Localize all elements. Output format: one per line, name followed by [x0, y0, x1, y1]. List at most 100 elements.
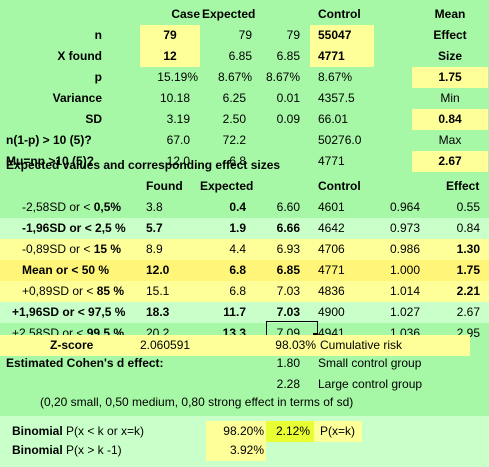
header-row: Case Expected Control Mean: [0, 4, 489, 25]
row-label: -0,89SD or < 15 %: [22, 242, 122, 256]
binomial-label-2: Binomial P(x > k -1): [12, 443, 122, 457]
var-expected: 6.25: [222, 91, 246, 105]
th-control: Control: [318, 179, 361, 193]
var-expected2: 0.01: [276, 91, 300, 105]
row-ratio: 0.973: [389, 221, 420, 235]
row-label: -1,96SD or < 2,5 %: [22, 221, 126, 235]
row-d: 7.03: [276, 284, 300, 298]
n-control[interactable]: 55047: [310, 25, 374, 46]
row-label: Mean or < 50 %: [22, 263, 110, 277]
row-label: -2,58SD or < 0,5%: [22, 200, 122, 214]
min-value: 0.84: [412, 109, 488, 130]
max-label: Max: [438, 133, 462, 147]
label-mu: Mu=np >10 (5)?: [6, 154, 95, 168]
x-case[interactable]: 12: [140, 46, 200, 67]
sd-case: 3.19: [166, 112, 190, 126]
table-row: -1,96SD or < 2,5 % 5.7 1.9 6.66 4642 0.9…: [0, 218, 489, 239]
n1p-control: 50276.0: [318, 133, 362, 147]
row-expected: 1.9: [229, 221, 246, 235]
th-found: Found: [146, 179, 183, 193]
sd-expected: 2.50: [222, 112, 246, 126]
n-expected2: 79: [286, 28, 300, 42]
p-expected: 8.67%: [217, 70, 252, 84]
row-mu: Mu=np >10 (5)? 12.0 6.8 4771 2.67: [0, 151, 489, 172]
binomial-point: 2.12%: [266, 421, 314, 442]
table-row: -2,58SD or < 0,5% 3.8 0.4 6.60 4601 0.96…: [0, 197, 489, 218]
binomial-cumulative: 98.20%: [206, 421, 266, 442]
note-row: (0,20 small, 0,50 medium, 0,80 strong ef…: [0, 392, 489, 413]
x-control[interactable]: 4771: [310, 46, 374, 67]
header-case: Case: [171, 7, 200, 21]
table-row: +0,89SD or < 85 % 15.1 6.8 7.03 4836 1.0…: [0, 281, 489, 302]
table-row: -0,89SD or < 15 % 8.9 4.4 6.93 4706 0.98…: [0, 239, 489, 260]
table-row: Mean or < 50 % 12.0 6.8 6.85 4771 1.000 …: [0, 260, 489, 281]
cohen-small-label: Small control group: [318, 356, 422, 370]
n-expected: 79: [238, 28, 252, 42]
p-expected2: 8.67%: [265, 70, 300, 84]
binomial-row-2: Binomial P(x > k -1) 3.92%: [0, 440, 489, 461]
row-ratio: 1.027: [389, 305, 420, 319]
mu-control: 4771: [318, 154, 345, 168]
row-sd: SD 3.19 2.50 0.09 66.01 0.84: [0, 109, 489, 130]
effect-note: (0,20 small, 0,50 medium, 0,80 strong ef…: [40, 395, 354, 409]
cohen-row: Estimated Cohen's d effect: 1.80 Small c…: [0, 353, 489, 374]
row-n: n 79 79 79 55047 Effect: [0, 25, 489, 46]
th-expected: Expected: [200, 179, 254, 193]
row-d: 6.85: [276, 263, 300, 277]
header-mean: Mean: [434, 7, 466, 21]
n1p-expected: 72.2: [222, 133, 246, 147]
row-d: 7.03: [276, 305, 300, 319]
cohen-label: Estimated Cohen's d effect:: [6, 356, 164, 370]
table-header: Found Expected Control Effect: [0, 176, 489, 197]
section-title: Expected values and corresponding effect…: [6, 158, 281, 172]
row-control: 4836: [318, 284, 345, 298]
row-ratio: 0.986: [389, 242, 420, 256]
row-found: 12.0: [146, 263, 170, 277]
cohen-small-value: 1.80: [276, 356, 300, 370]
label-p: p: [94, 70, 102, 84]
x-expected2: 6.85: [276, 49, 300, 63]
row-found: 8.9: [146, 242, 163, 256]
row-control: 4642: [318, 221, 345, 235]
row-expected: 4.4: [229, 242, 246, 256]
cohen-large-label: Large control group: [318, 377, 423, 391]
size-title: Size: [437, 49, 462, 63]
zscore-value: 2.060591: [140, 338, 191, 352]
table-row: +1,96SD or < 97,5 % 18.3 11.7 7.03 4900 …: [0, 302, 489, 323]
row-control: 4771: [318, 263, 345, 277]
zscore-label: Z-score: [50, 338, 94, 352]
row-control: 4706: [318, 242, 345, 256]
row-x-found: X found 12 6.85 6.85 4771 Size: [0, 46, 489, 67]
row-expected: 6.8: [229, 263, 246, 277]
cumulative-risk-value: 98.03%: [275, 338, 316, 352]
row-effect: 0.84: [456, 221, 480, 235]
n1p-case: 67.0: [166, 133, 190, 147]
label-x-found: X found: [57, 49, 102, 63]
mean-effect-value: 1.75: [412, 67, 488, 88]
row-effect: 0.55: [456, 200, 480, 214]
row-ratio: 1.000: [389, 263, 420, 277]
row-found: 18.3: [146, 305, 170, 319]
row-label: +1,96SD or < 97,5 %: [12, 305, 126, 319]
mu-case: 12.0: [166, 154, 190, 168]
row-effect: 1.75: [456, 263, 480, 277]
var-case: 10.18: [159, 91, 190, 105]
label-sd: SD: [85, 112, 102, 126]
binomial-row-1: Binomial P(x < k or x=k) 98.20% 2.12% P(…: [0, 421, 489, 442]
n-case[interactable]: 79: [140, 25, 200, 46]
row-label: +0,89SD or < 85 %: [22, 284, 125, 298]
min-label: Min: [440, 91, 460, 105]
label-variance: Variance: [52, 91, 102, 105]
row-n1p: n(1-p) > 10 (5)? 67.0 72.2 50276.0 Max: [0, 130, 489, 151]
x-expected: 6.85: [228, 49, 252, 63]
row-d: 6.60: [276, 200, 300, 214]
binomial-point-label: P(x=k): [314, 421, 362, 442]
row-expected: 11.7: [223, 305, 246, 319]
row-ratio: 0.964: [389, 200, 420, 214]
sd-expected2: 0.09: [276, 112, 300, 126]
cumulative-risk-label: Cumulative risk: [320, 338, 403, 352]
effect-title: Effect: [433, 28, 467, 42]
p-case: 15.19%: [157, 70, 198, 84]
mu-expected: 6.8: [229, 154, 246, 168]
row-effect: 2.67: [456, 305, 480, 319]
